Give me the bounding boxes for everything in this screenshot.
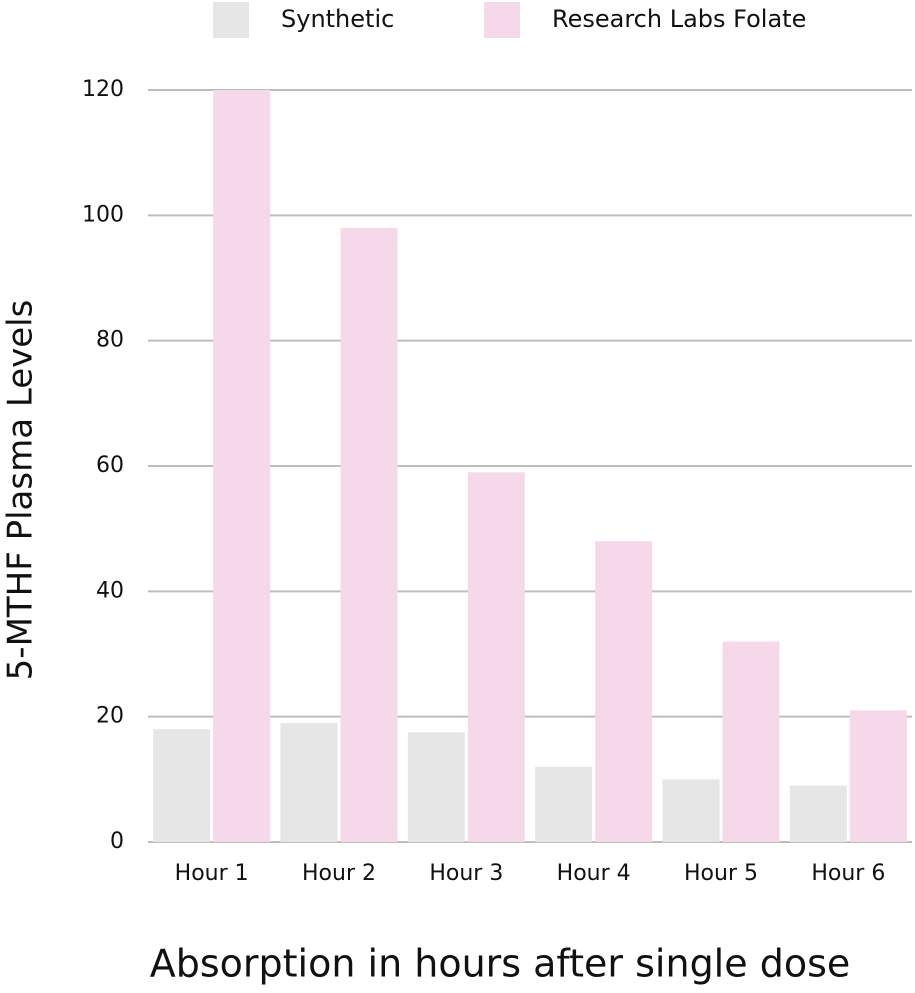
x-tick-label: Hour 4: [557, 861, 631, 886]
y-tick-label: 100: [82, 202, 124, 227]
bar: [153, 729, 211, 842]
legend-label: Research Labs Folate: [552, 5, 806, 33]
bar: [789, 785, 847, 842]
y-tick-label: 20: [96, 704, 124, 729]
y-tick-label: 80: [96, 328, 124, 353]
bar: [662, 779, 720, 842]
y-tick-label: 120: [82, 77, 124, 102]
x-tick-label: Hour 2: [302, 861, 376, 886]
bar: [535, 766, 593, 842]
bar: [280, 722, 338, 842]
x-tick-label: Hour 5: [684, 861, 758, 886]
legend-swatch: [213, 2, 249, 38]
bar: [595, 541, 653, 842]
y-tick-label: 0: [110, 829, 124, 854]
y-axis-label: 5-MTHF Plasma Levels: [1, 300, 41, 681]
bar: [340, 227, 398, 842]
x-tick-label: Hour 3: [429, 861, 503, 886]
bar: [467, 472, 525, 842]
bar: [849, 710, 907, 842]
bar: [407, 732, 465, 842]
x-tick-label: Hour 6: [811, 861, 885, 886]
x-axis-label: Absorption in hours after single dose: [150, 942, 851, 986]
bar: [722, 641, 780, 842]
y-tick-label: 60: [96, 453, 124, 478]
bar: [213, 90, 271, 842]
legend-swatch: [484, 2, 520, 38]
x-tick-label: Hour 1: [175, 861, 249, 886]
y-tick-label: 40: [96, 578, 124, 603]
legend-label: Synthetic: [281, 5, 394, 33]
